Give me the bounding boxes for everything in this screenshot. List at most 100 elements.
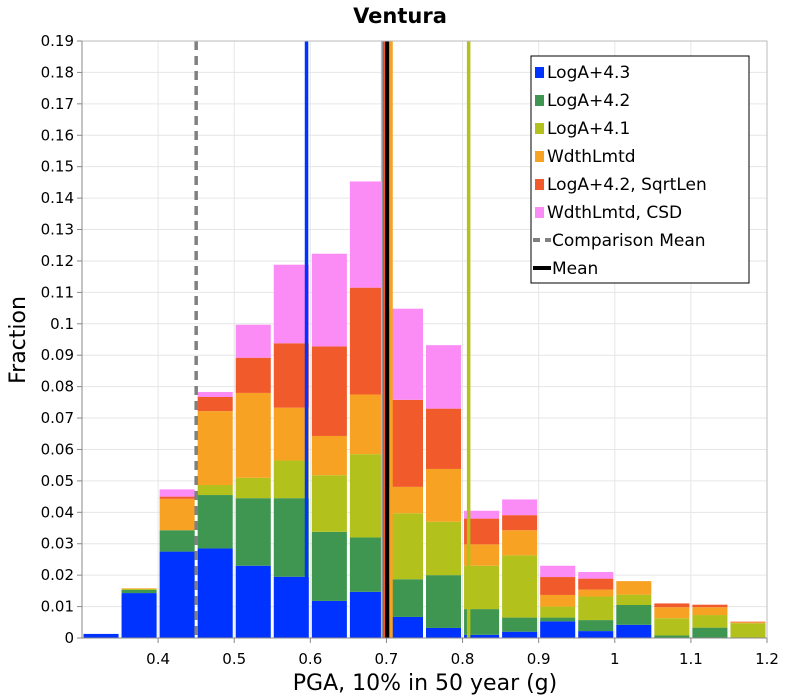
legend-swatch: [535, 151, 544, 162]
bar-segment: [159, 489, 195, 497]
bar-segment: [502, 515, 538, 531]
bar-segment: [464, 510, 500, 519]
bar-segment: [159, 530, 195, 552]
bar-segment: [578, 596, 614, 621]
bar-segment: [121, 588, 157, 590]
bar-segment: [311, 253, 347, 347]
bar-segment: [273, 498, 309, 577]
y-tick-label: 0.05: [41, 472, 74, 490]
bar-segment: [540, 565, 576, 578]
bar-segment: [197, 411, 233, 485]
y-tick-label: 0.13: [41, 221, 74, 239]
bar-segment: [502, 555, 538, 618]
y-tick-label: 0.08: [41, 378, 74, 396]
bar-segment: [197, 397, 233, 412]
bar-segment: [426, 627, 462, 638]
bar-segment: [616, 594, 652, 606]
bar-segment: [692, 627, 728, 638]
bar-segment: [349, 537, 385, 592]
y-tick-label: 0.16: [41, 126, 74, 144]
legend-label: LogA+4.3: [547, 63, 630, 83]
x-tick-label: 0.8: [451, 650, 475, 668]
bar-segment: [502, 530, 538, 556]
bar-segment: [426, 468, 462, 522]
y-tick-label: 0.06: [41, 440, 74, 458]
bar-segment: [387, 486, 423, 514]
bar-segment: [349, 591, 385, 638]
legend-label: WdthLmtd: [547, 147, 636, 167]
y-tick-label: 0.15: [41, 158, 74, 176]
y-tick-label: 0.11: [41, 283, 74, 301]
bar-segment: [273, 576, 309, 638]
y-tick-label: 0.19: [41, 32, 74, 50]
bar-segment: [616, 581, 652, 595]
legend-label: LogA+4.1: [547, 119, 630, 139]
y-tick-label: 0.07: [41, 409, 74, 427]
bar-segment: [578, 620, 614, 632]
bar-segment: [121, 588, 157, 589]
bar-segment: [311, 475, 347, 532]
bar-segment: [349, 454, 385, 538]
bar-segment: [616, 624, 652, 638]
bar-segment: [121, 589, 157, 594]
bar-segment: [540, 594, 576, 607]
bar-segment: [387, 579, 423, 617]
y-tick-label: 0.12: [41, 252, 74, 270]
mean-lines-layer: [194, 41, 471, 638]
bar-segment: [730, 621, 766, 623]
legend-swatch: [535, 67, 544, 78]
bar-segment: [464, 634, 500, 638]
bar-segment: [730, 623, 766, 638]
bar-segment: [273, 343, 309, 408]
bar-segment: [387, 308, 423, 400]
bar-segment: [426, 345, 462, 409]
bar-segment: [692, 615, 728, 628]
bar-segment: [83, 633, 119, 638]
bar-segment: [578, 578, 614, 590]
legend-swatch: [535, 179, 544, 190]
bar-segment: [730, 622, 766, 624]
bars-layer: [83, 181, 766, 638]
bar-segment: [235, 357, 271, 393]
bar-segment: [654, 635, 690, 638]
y-tick-label: 0.18: [41, 63, 74, 81]
bar-segment: [197, 495, 233, 549]
bar-segment: [197, 391, 233, 398]
bar-segment: [311, 600, 347, 638]
x-tick-label: 0.7: [375, 650, 399, 668]
y-tick-label: 0.03: [41, 535, 74, 553]
bar-segment: [387, 513, 423, 580]
bar-segment: [121, 593, 157, 638]
bar-segment: [273, 407, 309, 461]
bar-segment: [578, 589, 614, 597]
chart-title: Ventura: [353, 4, 447, 28]
y-tick-label: 0.04: [41, 503, 74, 521]
legend-swatch: [535, 207, 544, 218]
bar-segment: [426, 408, 462, 469]
legend: LogA+4.3 LogA+4.2 LogA+4.1 WdthLmtd LogA+4.2…: [530, 55, 750, 284]
bar-segment: [159, 498, 195, 531]
bar-segment: [197, 548, 233, 638]
bar-segment: [426, 521, 462, 576]
x-tick-label: 1: [610, 650, 620, 668]
bar-segment: [540, 577, 576, 595]
bar-segment: [426, 575, 462, 628]
bar-segment: [502, 631, 538, 638]
y-tick-label: 0.1: [50, 315, 74, 333]
y-tick-label: 0.14: [41, 189, 74, 207]
bar-segment: [311, 346, 347, 436]
x-tick-label: 0.5: [222, 650, 246, 668]
bar-segment: [273, 264, 309, 344]
legend-swatch: [535, 95, 544, 106]
legend-swatch: [535, 123, 544, 134]
bar-segment: [464, 544, 500, 566]
y-tick-label: 0: [64, 629, 74, 647]
bar-segment: [349, 287, 385, 395]
bar-segment: [311, 435, 347, 476]
bar-segment: [540, 617, 576, 622]
bar-segment: [502, 617, 538, 632]
bar-segment: [578, 572, 614, 579]
bar-segment: [654, 618, 690, 636]
x-tick-label: 0.4: [146, 650, 170, 668]
bar-segment: [387, 616, 423, 638]
